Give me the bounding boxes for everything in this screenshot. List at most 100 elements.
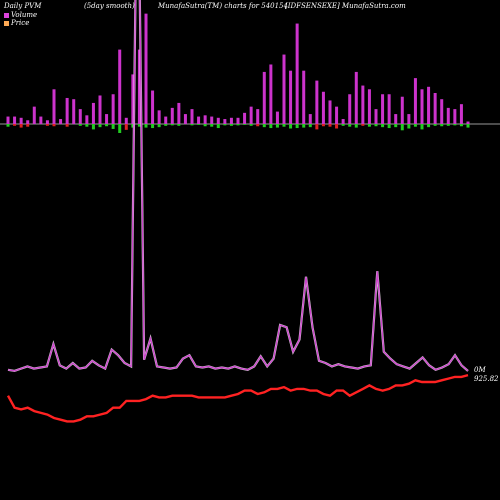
chart-title: MunafaSutra(TM) charts for 540154 bbox=[158, 2, 288, 10]
signal-bar bbox=[394, 124, 398, 128]
volume-bar bbox=[282, 54, 286, 125]
volume-bar bbox=[243, 112, 247, 124]
signal-bar bbox=[381, 124, 385, 128]
signal-bar bbox=[170, 124, 174, 126]
legend-price-swatch bbox=[4, 20, 9, 26]
signal-bar bbox=[440, 124, 444, 127]
signal-bar bbox=[118, 124, 122, 133]
signal-bar bbox=[413, 124, 417, 127]
volume-bar bbox=[446, 107, 450, 124]
signal-bar bbox=[275, 124, 279, 128]
volume-bar bbox=[328, 100, 332, 124]
volume-bar bbox=[348, 94, 352, 124]
signal-bar bbox=[459, 124, 463, 127]
volume-bar bbox=[13, 116, 17, 124]
signal-bar bbox=[229, 124, 233, 126]
signal-bar bbox=[6, 124, 10, 127]
signal-bar bbox=[453, 124, 457, 126]
volume-bar bbox=[236, 117, 240, 124]
symbol-label: [IDFSENSEXE] MunafaSutra.com bbox=[285, 2, 406, 10]
volume-bar bbox=[52, 89, 56, 124]
volume-bar bbox=[72, 99, 76, 124]
legend-volume-swatch bbox=[4, 12, 9, 18]
signal-bar bbox=[302, 124, 306, 128]
volume-bar bbox=[407, 114, 411, 124]
volume-bar bbox=[223, 119, 227, 124]
signal-bar bbox=[361, 124, 365, 126]
volume-bar bbox=[308, 114, 312, 124]
legend-price-label: Price bbox=[11, 19, 30, 27]
signal-bar bbox=[45, 124, 49, 126]
volume-bar bbox=[144, 13, 148, 125]
signal-bar bbox=[78, 124, 82, 126]
signal-bar bbox=[269, 124, 273, 129]
signal-bar bbox=[26, 124, 30, 127]
volume-bar bbox=[354, 71, 358, 124]
signal-bar bbox=[427, 124, 431, 128]
legend-volume-label: Volume bbox=[11, 11, 38, 19]
signal-bar bbox=[144, 124, 148, 128]
signal-bar bbox=[151, 124, 155, 129]
volume-bar bbox=[98, 95, 102, 124]
volume-bar bbox=[374, 109, 378, 124]
signal-bar bbox=[262, 124, 266, 128]
legend-price: Price bbox=[4, 19, 29, 27]
volume-bar bbox=[210, 116, 214, 124]
signal-bar bbox=[289, 124, 293, 129]
signal-bar bbox=[466, 124, 470, 128]
price-line bbox=[6, 373, 469, 423]
volume-bar bbox=[302, 70, 306, 124]
legend-volume: Volume bbox=[4, 11, 37, 19]
signal-bar bbox=[190, 124, 194, 126]
signal-bar bbox=[91, 124, 95, 130]
volume-bar bbox=[321, 91, 325, 124]
volume-bar bbox=[177, 102, 181, 124]
volume-bar bbox=[289, 70, 293, 124]
signal-bar bbox=[282, 124, 286, 127]
volume-bar bbox=[65, 97, 69, 124]
signal-bar bbox=[197, 124, 201, 125]
volume-bar bbox=[229, 117, 233, 124]
signal-bar bbox=[249, 124, 253, 126]
volume-bar bbox=[216, 117, 220, 124]
signal-bar bbox=[256, 124, 260, 127]
volume-bar bbox=[157, 110, 161, 124]
signal-bar bbox=[65, 124, 69, 127]
signal-bar bbox=[19, 124, 23, 128]
volume-bar bbox=[111, 94, 115, 124]
signal-bar bbox=[321, 124, 325, 127]
volume-bar bbox=[440, 99, 444, 124]
signal-bar bbox=[433, 124, 437, 126]
volume-zero-label: 0M bbox=[474, 366, 486, 374]
volume-bar bbox=[118, 49, 122, 124]
signal-bar bbox=[98, 124, 102, 128]
signal-bar bbox=[367, 124, 371, 127]
volume-bar bbox=[19, 117, 23, 124]
signal-bar bbox=[341, 124, 345, 126]
signal-bar bbox=[295, 124, 299, 129]
signal-bar bbox=[164, 124, 168, 126]
signal-bar bbox=[124, 124, 128, 130]
signal-bar bbox=[111, 124, 115, 129]
signal-bar bbox=[407, 124, 411, 129]
pvm-line-halo bbox=[7, 0, 469, 373]
volume-bar bbox=[26, 120, 30, 124]
volume-bar bbox=[275, 111, 279, 124]
volume-bar bbox=[105, 114, 109, 124]
signal-bar bbox=[210, 124, 214, 127]
signal-bar bbox=[177, 124, 181, 126]
volume-bar bbox=[466, 121, 470, 124]
volume-bar bbox=[361, 85, 365, 124]
volume-bar bbox=[269, 64, 273, 124]
volume-bar bbox=[32, 106, 36, 124]
volume-bar bbox=[151, 90, 155, 124]
signal-bar bbox=[446, 124, 450, 126]
volume-bar bbox=[183, 114, 187, 124]
volume-bar bbox=[262, 71, 266, 124]
volume-bar bbox=[387, 94, 391, 124]
volume-bar bbox=[91, 102, 95, 124]
volume-bar bbox=[78, 109, 82, 124]
signal-bar bbox=[308, 124, 312, 128]
volume-bar bbox=[400, 96, 404, 124]
volume-bar bbox=[203, 115, 207, 124]
